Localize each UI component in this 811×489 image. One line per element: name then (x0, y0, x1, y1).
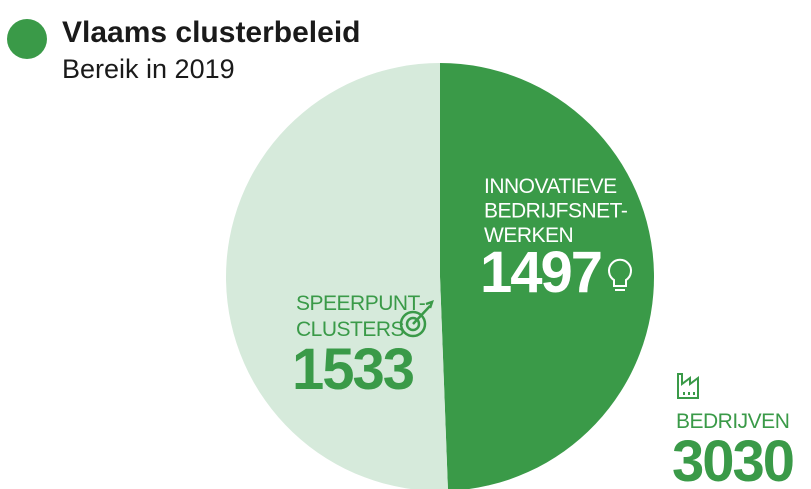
slice-value: 1497 (480, 240, 601, 305)
total-value: 3030 (672, 429, 793, 489)
slice-label: BEDRIJFSNET- (484, 200, 628, 223)
slice-label: SPEERPUNT- (296, 292, 426, 315)
chart-title: Vlaams clusterbeleid (62, 16, 360, 49)
pie (226, 63, 654, 489)
slice-label: INNOVATIEVE (484, 175, 617, 198)
slice-label: CLUSTERS (296, 318, 405, 341)
pie-slice (226, 63, 448, 489)
pie-slice (440, 63, 654, 489)
total-label: BEDRIJVEN (676, 410, 789, 433)
slice-value: 1533 (292, 337, 414, 402)
slice-label: WERKEN (484, 224, 573, 247)
target-icon (399, 300, 434, 338)
title-dot (7, 19, 47, 59)
bulb-icon (608, 258, 632, 291)
chart-subtitle: Bereik in 2019 (62, 54, 235, 84)
factory-icon (677, 373, 699, 399)
